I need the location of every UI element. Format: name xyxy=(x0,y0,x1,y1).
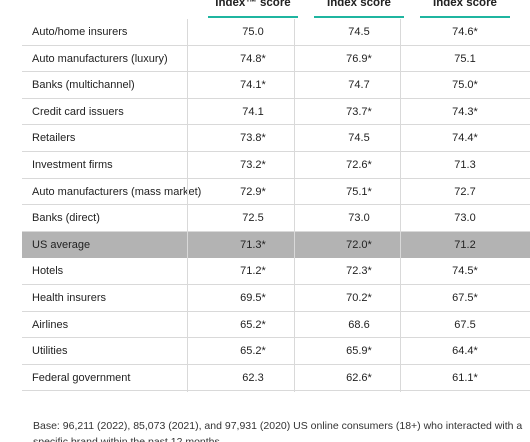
table-row: Retailers 73.8* 74.5 74.4* xyxy=(22,125,530,152)
column-divider xyxy=(187,19,188,392)
table-footnote: Base: 96,211 (2022), 85,073 (2021), and … xyxy=(33,420,523,442)
row-value-col-3: 74.6* xyxy=(452,26,478,38)
row-label: US average xyxy=(32,238,91,251)
table-row: Banks (multichannel) 74.1* 74.7 75.0* xyxy=(22,72,530,99)
row-value-col-2: 76.9* xyxy=(346,52,372,65)
row-value-col-1: 74.1* xyxy=(240,79,266,92)
row-value-col-2: 68.6 xyxy=(348,318,370,331)
row-label: Banks (direct) xyxy=(32,212,100,225)
row-value-col-3: 74.3* xyxy=(452,105,478,118)
row-value-col-2: 74.5 xyxy=(348,26,370,38)
row-value-col-2: 65.9* xyxy=(346,345,372,358)
row-value-col-2: 74.5 xyxy=(348,132,370,145)
table-row: Investment firms 73.2* 72.6* 71.3 xyxy=(22,152,530,179)
row-label: Federal government xyxy=(32,371,131,384)
row-value-col-2: 74.7 xyxy=(348,79,370,92)
table-header: Index™ score Index score Index score xyxy=(22,0,530,19)
row-value-col-3: 75.0* xyxy=(452,79,478,92)
row-label: Airlines xyxy=(32,318,69,331)
table-row: Utilities 65.2* 65.9* 64.4* xyxy=(22,338,530,365)
row-value-col-1: 65.2* xyxy=(240,318,266,331)
table-row: Health insurers 69.5* 70.2* 67.5* xyxy=(22,285,530,312)
row-label: Health insurers xyxy=(32,291,106,304)
row-value-col-3: 72.7 xyxy=(454,185,476,198)
row-value-col-2: 73.7* xyxy=(346,105,372,118)
row-value-col-1: 71.3* xyxy=(240,238,266,251)
row-value-col-2: 72.3* xyxy=(346,265,372,278)
row-value-col-3: 71.3 xyxy=(454,158,476,171)
header-col-2: Index score xyxy=(327,0,391,9)
column-divider xyxy=(400,19,401,392)
header-col-3: Index score xyxy=(433,0,497,9)
row-value-col-1: 73.8* xyxy=(240,132,266,145)
row-label: Credit card issuers xyxy=(32,105,124,118)
row-label: Auto manufacturers (mass market) xyxy=(32,185,202,198)
row-value-col-2: 73.0 xyxy=(348,212,370,225)
row-value-col-1: 65.2* xyxy=(240,345,266,358)
table-row: Airlines 65.2* 68.6 67.5 xyxy=(22,312,530,339)
table-row: Auto manufacturers (mass market) 72.9* 75.… xyxy=(22,179,530,206)
row-label: Auto manufacturers (luxury) xyxy=(32,52,168,65)
header-col-2-underline xyxy=(314,16,404,18)
row-label: Investment firms xyxy=(32,158,113,171)
column-divider xyxy=(294,19,295,392)
table-row: Banks (direct) 72.5 73.0 73.0 xyxy=(22,205,530,232)
row-value-col-1: 69.5* xyxy=(240,291,266,304)
row-value-col-2: 72.6* xyxy=(346,158,372,171)
row-value-col-3: 75.1 xyxy=(454,52,476,65)
row-value-col-3: 71.2 xyxy=(454,238,476,251)
row-label: Auto/home insurers xyxy=(32,26,128,38)
row-value-col-1: 74.8* xyxy=(240,52,266,65)
table-row: Auto manufacturers (luxury) 74.8* 76.9* 75.… xyxy=(22,46,530,73)
row-value-col-1: 62.3 xyxy=(242,371,264,384)
row-label: Banks (multichannel) xyxy=(32,79,135,92)
header-col-1-underline xyxy=(208,16,298,18)
row-value-col-1: 72.9* xyxy=(240,185,266,198)
row-value-col-3: 64.4* xyxy=(452,345,478,358)
row-value-col-2: 75.1* xyxy=(346,185,372,198)
table-row: Auto/home insurers 75.0 74.5 74.6* xyxy=(22,19,530,46)
row-value-col-3: 74.5* xyxy=(452,265,478,278)
table-row: Federal government 62.3 62.6* 61.1* xyxy=(22,365,530,392)
row-value-col-3: 73.0 xyxy=(454,212,476,225)
table-row: Credit card issuers 74.1 73.7* 74.3* xyxy=(22,99,530,126)
row-value-col-2: 70.2* xyxy=(346,291,372,304)
row-value-col-3: 67.5 xyxy=(454,318,476,331)
row-label: Utilities xyxy=(32,345,68,358)
header-col-3-underline xyxy=(420,16,510,18)
row-value-col-3: 67.5* xyxy=(452,291,478,304)
row-value-col-1: 71.2* xyxy=(240,265,266,278)
row-value-col-3: 74.4* xyxy=(452,132,478,145)
row-value-col-1: 75.0 xyxy=(242,26,264,38)
row-label: Retailers xyxy=(32,132,76,145)
table-body: Auto/home insurers 75.0 74.5 74.6* Auto manu… xyxy=(22,19,530,392)
row-value-col-2: 62.6* xyxy=(346,371,372,384)
row-label: Hotels xyxy=(32,265,64,278)
table-row-average: US average 71.3* 72.0* 71.2 xyxy=(22,231,530,259)
row-value-col-1: 72.5 xyxy=(242,212,264,225)
row-value-col-1: 73.2* xyxy=(240,158,266,171)
row-value-col-3: 61.1* xyxy=(452,371,478,384)
row-value-col-1: 74.1 xyxy=(242,105,264,118)
header-col-1: Index™ score xyxy=(215,0,291,9)
row-value-col-2: 72.0* xyxy=(346,238,372,251)
table-row: Hotels 71.2* 72.3* 74.5* xyxy=(22,258,530,285)
